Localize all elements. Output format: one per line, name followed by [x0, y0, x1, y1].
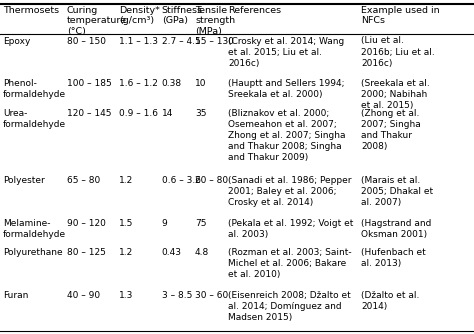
- Text: Urea-
formaldehyde: Urea- formaldehyde: [3, 109, 66, 129]
- Text: 1.6 – 1.2: 1.6 – 1.2: [119, 79, 158, 88]
- Text: 1.2: 1.2: [119, 176, 133, 185]
- Text: 0.9 – 1.6: 0.9 – 1.6: [119, 109, 158, 118]
- Text: 1.2: 1.2: [119, 248, 133, 257]
- Text: Furan: Furan: [3, 291, 28, 300]
- Text: (Sreekala et al.
2000; Nabihah
et al. 2015): (Sreekala et al. 2000; Nabihah et al. 20…: [361, 79, 429, 110]
- Text: Polyester: Polyester: [3, 176, 45, 185]
- Text: Melamine-
formaldehyde: Melamine- formaldehyde: [3, 218, 66, 239]
- Text: 3 – 8.5: 3 – 8.5: [162, 291, 192, 300]
- Text: 120 – 145: 120 – 145: [67, 109, 111, 118]
- Text: (Marais et al.
2005; Dhakal et
al. 2007): (Marais et al. 2005; Dhakal et al. 2007): [361, 176, 433, 207]
- Text: (Džalto et al.
2014): (Džalto et al. 2014): [361, 291, 419, 311]
- Text: (Liu et al.
2016b; Liu et al.
2016c): (Liu et al. 2016b; Liu et al. 2016c): [361, 36, 435, 68]
- Text: 75: 75: [195, 218, 207, 227]
- Text: 55 – 130: 55 – 130: [195, 36, 234, 45]
- Text: (Pekala et al. 1992; Voigt et
al. 2003): (Pekala et al. 1992; Voigt et al. 2003): [228, 218, 354, 239]
- Text: 1.3: 1.3: [119, 291, 134, 300]
- Text: Phenol-
formaldehyde: Phenol- formaldehyde: [3, 79, 66, 99]
- Text: 80 – 125: 80 – 125: [67, 248, 106, 257]
- Text: 0.6 – 3.6: 0.6 – 3.6: [162, 176, 201, 185]
- Text: (Eisenreich 2008; Džalto et
al. 2014; Domínguez and
Madsen 2015): (Eisenreich 2008; Džalto et al. 2014; Do…: [228, 291, 351, 322]
- Text: 4.8: 4.8: [195, 248, 209, 257]
- Text: Density*
(g/cm³): Density* (g/cm³): [119, 6, 160, 25]
- Text: 1.1 – 1.3: 1.1 – 1.3: [119, 36, 158, 45]
- Text: References: References: [228, 6, 281, 15]
- Text: 30 – 60: 30 – 60: [195, 291, 228, 300]
- Text: 35: 35: [195, 109, 207, 118]
- Text: Polyurethane: Polyurethane: [3, 248, 63, 257]
- Text: (Rozman et al. 2003; Saint-
Michel et al. 2006; Bakare
et al. 2010): (Rozman et al. 2003; Saint- Michel et al…: [228, 248, 352, 280]
- Text: 9: 9: [162, 218, 167, 227]
- Text: 20 – 80: 20 – 80: [195, 176, 228, 185]
- Text: 14: 14: [162, 109, 173, 118]
- Text: 65 – 80: 65 – 80: [67, 176, 100, 185]
- Text: Example used in
NFCs: Example used in NFCs: [361, 6, 439, 25]
- Text: 1.5: 1.5: [119, 218, 134, 227]
- Text: (Zhong et al.
2007; Singha
and Thakur
2008): (Zhong et al. 2007; Singha and Thakur 20…: [361, 109, 420, 151]
- Text: 0.43: 0.43: [162, 248, 182, 257]
- Text: (Crosky et al. 2014; Wang
et al. 2015; Liu et al.
2016c): (Crosky et al. 2014; Wang et al. 2015; L…: [228, 36, 345, 68]
- Text: 40 – 90: 40 – 90: [67, 291, 100, 300]
- Text: (Hauptt and Sellers 1994;
Sreekala et al. 2000): (Hauptt and Sellers 1994; Sreekala et al…: [228, 79, 345, 99]
- Text: 90 – 120: 90 – 120: [67, 218, 106, 227]
- Text: (Sanadi et al. 1986; Pepper
2001; Baley et al. 2006;
Crosky et al. 2014): (Sanadi et al. 1986; Pepper 2001; Baley …: [228, 176, 352, 207]
- Text: Tensile
strength
(MPa): Tensile strength (MPa): [195, 6, 235, 36]
- Text: (Bliznakov et al. 2000;
Osemeahon et al. 2007;
Zhong et al. 2007; Singha
and Tha: (Bliznakov et al. 2000; Osemeahon et al.…: [228, 109, 346, 162]
- Text: 2.7 – 4.1: 2.7 – 4.1: [162, 36, 201, 45]
- Text: (Hufenbach et
al. 2013): (Hufenbach et al. 2013): [361, 248, 426, 269]
- Text: (Hagstrand and
Oksman 2001): (Hagstrand and Oksman 2001): [361, 218, 431, 239]
- Text: Thermosets: Thermosets: [3, 6, 59, 15]
- Text: Stiffness
(GPa): Stiffness (GPa): [162, 6, 203, 25]
- Text: 100 – 185: 100 – 185: [67, 79, 112, 88]
- Text: 80 – 150: 80 – 150: [67, 36, 106, 45]
- Text: Epoxy: Epoxy: [3, 36, 30, 45]
- Text: Curing
temperature
(°C): Curing temperature (°C): [67, 6, 127, 36]
- Text: 0.38: 0.38: [162, 79, 182, 88]
- Text: 10: 10: [195, 79, 207, 88]
